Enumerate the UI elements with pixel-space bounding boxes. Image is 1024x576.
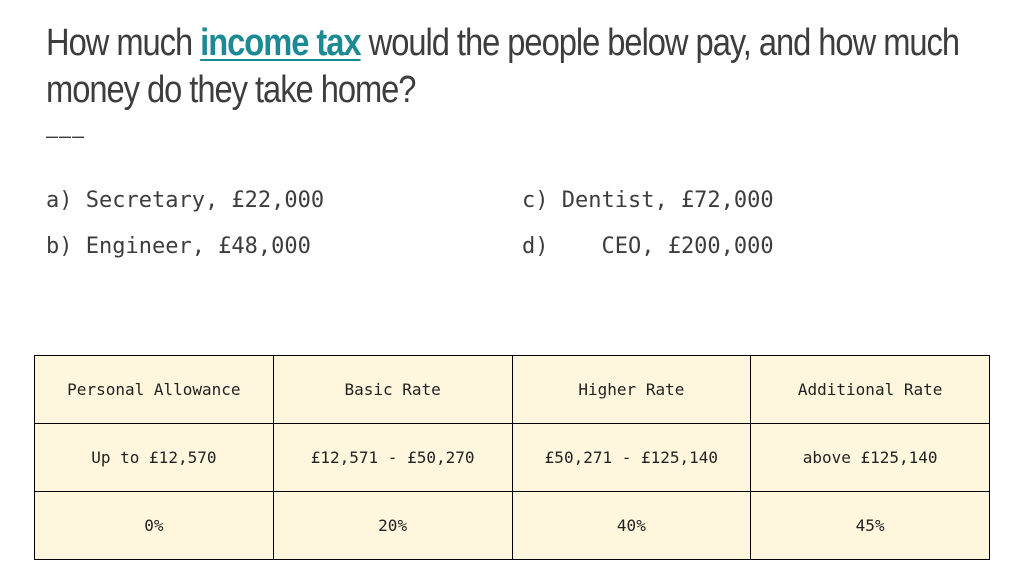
divider: ——— [46,124,86,148]
header-personal-allowance: Personal Allowance [34,355,274,424]
header-higher-rate: Higher Rate [511,355,752,424]
person-ceo: d) CEO, £200,000 [522,234,774,259]
band-personal-allowance: Up to £12,570 [34,423,274,492]
page-title: How much income tax would the people bel… [46,20,960,114]
table-row-rates: 0% 20% 40% 45% [34,491,990,560]
person-secretary: a) Secretary, £22,000 [46,188,325,213]
title-text-before: How much [46,22,201,64]
header-basic-rate: Basic Rate [272,355,513,424]
rate-basic: 20% [272,491,513,560]
income-tax-keyword: income tax [200,22,361,64]
title-text-after: would the people below pay, and how much [360,22,960,64]
rate-higher: 40% [511,491,752,560]
table-row-headers: Personal Allowance Basic Rate Higher Rat… [34,355,990,424]
band-additional-rate: above £125,140 [750,423,990,492]
band-basic-rate: £12,571 - £50,270 [272,423,513,492]
title-text-line2: money do they take home? [46,69,416,111]
rate-additional: 45% [750,491,990,560]
rate-personal-allowance: 0% [34,491,274,560]
table-row-bands: Up to £12,570 £12,571 - £50,270 £50,271 … [34,423,990,492]
person-engineer: b) Engineer, £48,000 [46,234,311,259]
header-additional-rate: Additional Rate [750,355,990,424]
tax-bands-table: Personal Allowance Basic Rate Higher Rat… [34,355,990,560]
person-dentist: c) Dentist, £72,000 [522,188,774,213]
band-higher-rate: £50,271 - £125,140 [511,423,752,492]
